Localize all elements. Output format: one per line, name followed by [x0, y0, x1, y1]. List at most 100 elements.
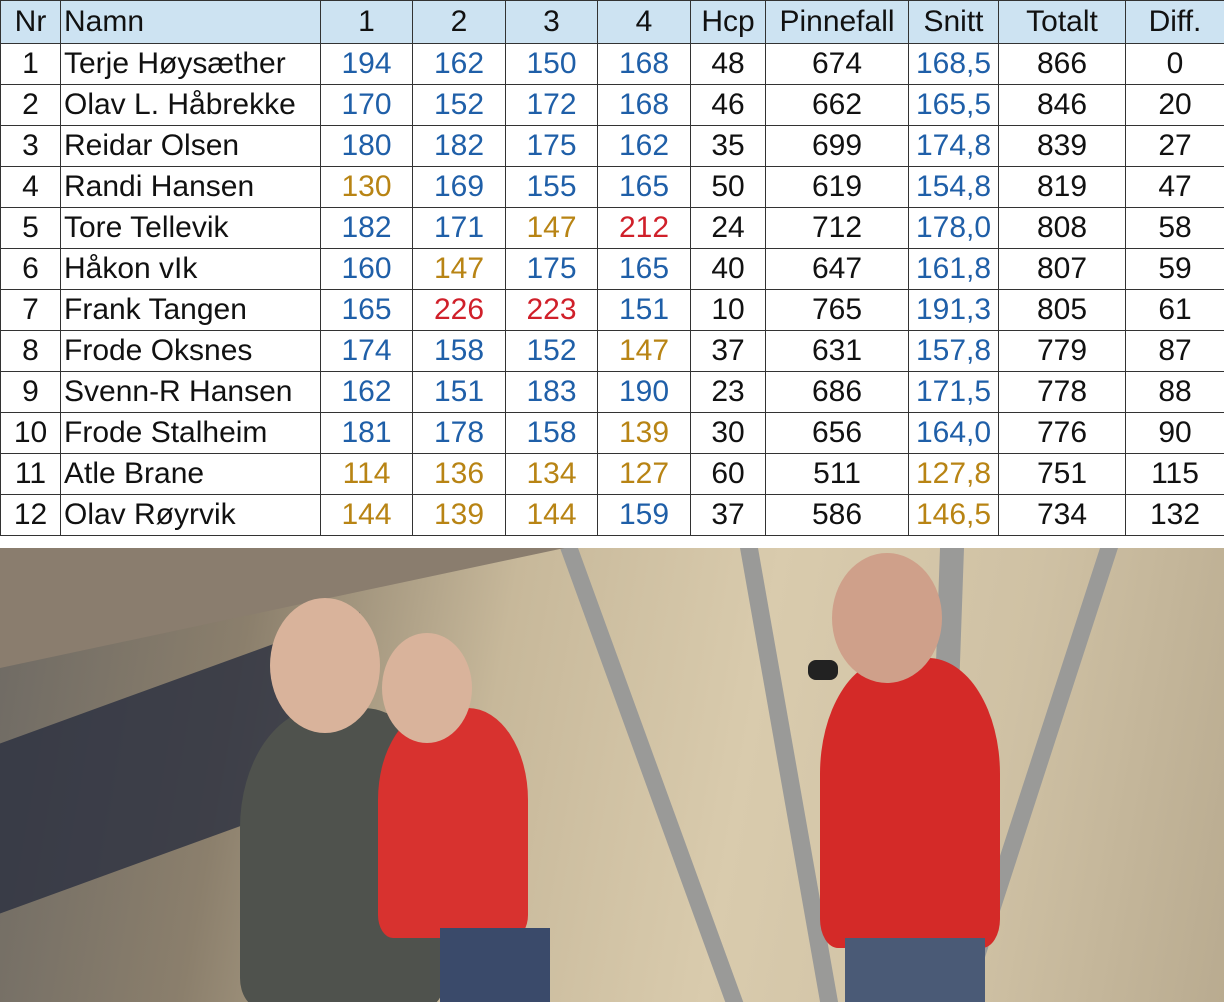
cell-game-4: 147 [597, 330, 691, 372]
cell-game-4: 168 [597, 43, 691, 85]
cell-totalt: 839 [998, 125, 1126, 167]
bowling-hall-photo [0, 548, 1224, 1002]
cell-snitt: 146,5 [908, 494, 999, 536]
header-game-2: 2 [412, 0, 506, 44]
cell-diff: 58 [1125, 207, 1224, 249]
cell-game-3: 158 [505, 412, 598, 454]
cell-hcp: 50 [690, 166, 766, 208]
cell-pinnefall: 662 [765, 84, 909, 126]
cell-totalt: 779 [998, 330, 1126, 372]
cell-diff: 90 [1125, 412, 1224, 454]
table-row: 9 Svenn-R Hansen 162 151 183 190 23 686 171,5 778… [0, 371, 1224, 413]
cell-nr: 2 [0, 84, 61, 126]
cell-snitt: 168,5 [908, 43, 999, 85]
cell-snitt: 161,8 [908, 248, 999, 290]
cell-name: Frank Tangen [60, 289, 321, 331]
header-row: Nr Namn 1 2 3 4 Hcp Pinnefall Snitt Totalt Diff. [0, 0, 1224, 44]
cell-nr: 9 [0, 371, 61, 413]
cell-game-1: 114 [320, 453, 413, 495]
cell-game-2: 171 [412, 207, 506, 249]
cell-nr: 7 [0, 289, 61, 331]
cell-nr: 1 [0, 43, 61, 85]
cell-diff: 88 [1125, 371, 1224, 413]
cell-game-4: 127 [597, 453, 691, 495]
cell-game-2: 162 [412, 43, 506, 85]
cell-snitt: 154,8 [908, 166, 999, 208]
cell-totalt: 866 [998, 43, 1126, 85]
cell-totalt: 805 [998, 289, 1126, 331]
header-totalt: Totalt [998, 0, 1126, 44]
cell-game-3: 172 [505, 84, 598, 126]
cell-game-3: 183 [505, 371, 598, 413]
cell-game-2: 158 [412, 330, 506, 372]
cell-nr: 11 [0, 453, 61, 495]
header-diff: Diff. [1125, 0, 1224, 44]
cell-hcp: 40 [690, 248, 766, 290]
person-red-shirt-left [378, 708, 528, 938]
cell-hcp: 30 [690, 412, 766, 454]
cell-diff: 27 [1125, 125, 1224, 167]
table-row: 10 Frode Stalheim 181 178 158 139 30 656 164,0 77… [0, 412, 1224, 454]
cell-nr: 10 [0, 412, 61, 454]
cell-game-2: 226 [412, 289, 506, 331]
results-table: Nr Namn 1 2 3 4 Hcp Pinnefall Snitt Totalt Diff. 1… [0, 0, 1224, 536]
cell-snitt: 174,8 [908, 125, 999, 167]
cell-hcp: 48 [690, 43, 766, 85]
cell-totalt: 734 [998, 494, 1126, 536]
cell-pinnefall: 656 [765, 412, 909, 454]
cell-game-2: 136 [412, 453, 506, 495]
header-game-4: 4 [597, 0, 691, 44]
cell-totalt: 819 [998, 166, 1126, 208]
cell-game-3: 147 [505, 207, 598, 249]
cell-name: Atle Brane [60, 453, 321, 495]
cell-game-4: 212 [597, 207, 691, 249]
table-row: 6 Håkon vIk 160 147 175 165 40 647 161,8 807 59 [0, 248, 1224, 290]
cell-totalt: 751 [998, 453, 1126, 495]
cell-game-3: 175 [505, 248, 598, 290]
cell-name: Håkon vIk [60, 248, 321, 290]
cell-hcp: 46 [690, 84, 766, 126]
table-row: 7 Frank Tangen 165 226 223 151 10 765 191,3 805 61 [0, 289, 1224, 331]
cell-name: Reidar Olsen [60, 125, 321, 167]
cell-snitt: 127,8 [908, 453, 999, 495]
table-row: 5 Tore Tellevik 182 171 147 212 24 712 178,0 808 5… [0, 207, 1224, 249]
cell-game-1: 170 [320, 84, 413, 126]
cell-nr: 6 [0, 248, 61, 290]
cell-game-3: 134 [505, 453, 598, 495]
header-name: Namn [60, 0, 321, 44]
cell-game-1: 165 [320, 289, 413, 331]
cell-name: Randi Hansen [60, 166, 321, 208]
cell-game-1: 174 [320, 330, 413, 372]
cell-nr: 12 [0, 494, 61, 536]
cell-game-4: 151 [597, 289, 691, 331]
cell-hcp: 24 [690, 207, 766, 249]
cell-diff: 61 [1125, 289, 1224, 331]
cell-game-1: 130 [320, 166, 413, 208]
cell-game-2: 178 [412, 412, 506, 454]
cell-game-4: 162 [597, 125, 691, 167]
cell-name: Olav L. Håbrekke [60, 84, 321, 126]
header-snitt: Snitt [908, 0, 999, 44]
microphone-icon [808, 660, 838, 680]
table-row: 12 Olav Røyrvik 144 139 144 159 37 586 146,5 734 1… [0, 494, 1224, 536]
cell-game-2: 151 [412, 371, 506, 413]
cell-diff: 0 [1125, 43, 1224, 85]
cell-game-4: 159 [597, 494, 691, 536]
cell-game-1: 144 [320, 494, 413, 536]
cell-game-1: 160 [320, 248, 413, 290]
cell-nr: 4 [0, 166, 61, 208]
cell-game-4: 168 [597, 84, 691, 126]
cell-game-3: 150 [505, 43, 598, 85]
table-row: 8 Frode Oksnes 174 158 152 147 37 631 157,8 779 87 [0, 330, 1224, 372]
person-red-shirt-speaker [820, 658, 1000, 948]
cell-game-4: 139 [597, 412, 691, 454]
cell-hcp: 37 [690, 330, 766, 372]
table-row: 3 Reidar Olsen 180 182 175 162 35 699 174,8 839 27 [0, 125, 1224, 167]
cell-snitt: 171,5 [908, 371, 999, 413]
cell-pinnefall: 712 [765, 207, 909, 249]
cell-pinnefall: 699 [765, 125, 909, 167]
cell-totalt: 807 [998, 248, 1126, 290]
cell-pinnefall: 686 [765, 371, 909, 413]
cell-nr: 8 [0, 330, 61, 372]
cell-nr: 5 [0, 207, 61, 249]
